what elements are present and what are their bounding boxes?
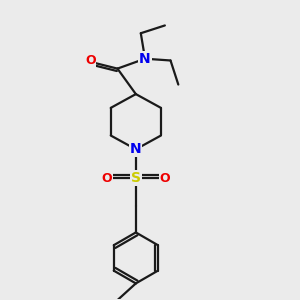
- Text: O: O: [160, 172, 170, 185]
- Text: O: O: [101, 172, 112, 185]
- Text: N: N: [130, 142, 142, 156]
- Text: N: N: [130, 142, 142, 156]
- Text: O: O: [85, 54, 95, 67]
- Text: N: N: [139, 52, 151, 66]
- Text: S: S: [131, 171, 141, 185]
